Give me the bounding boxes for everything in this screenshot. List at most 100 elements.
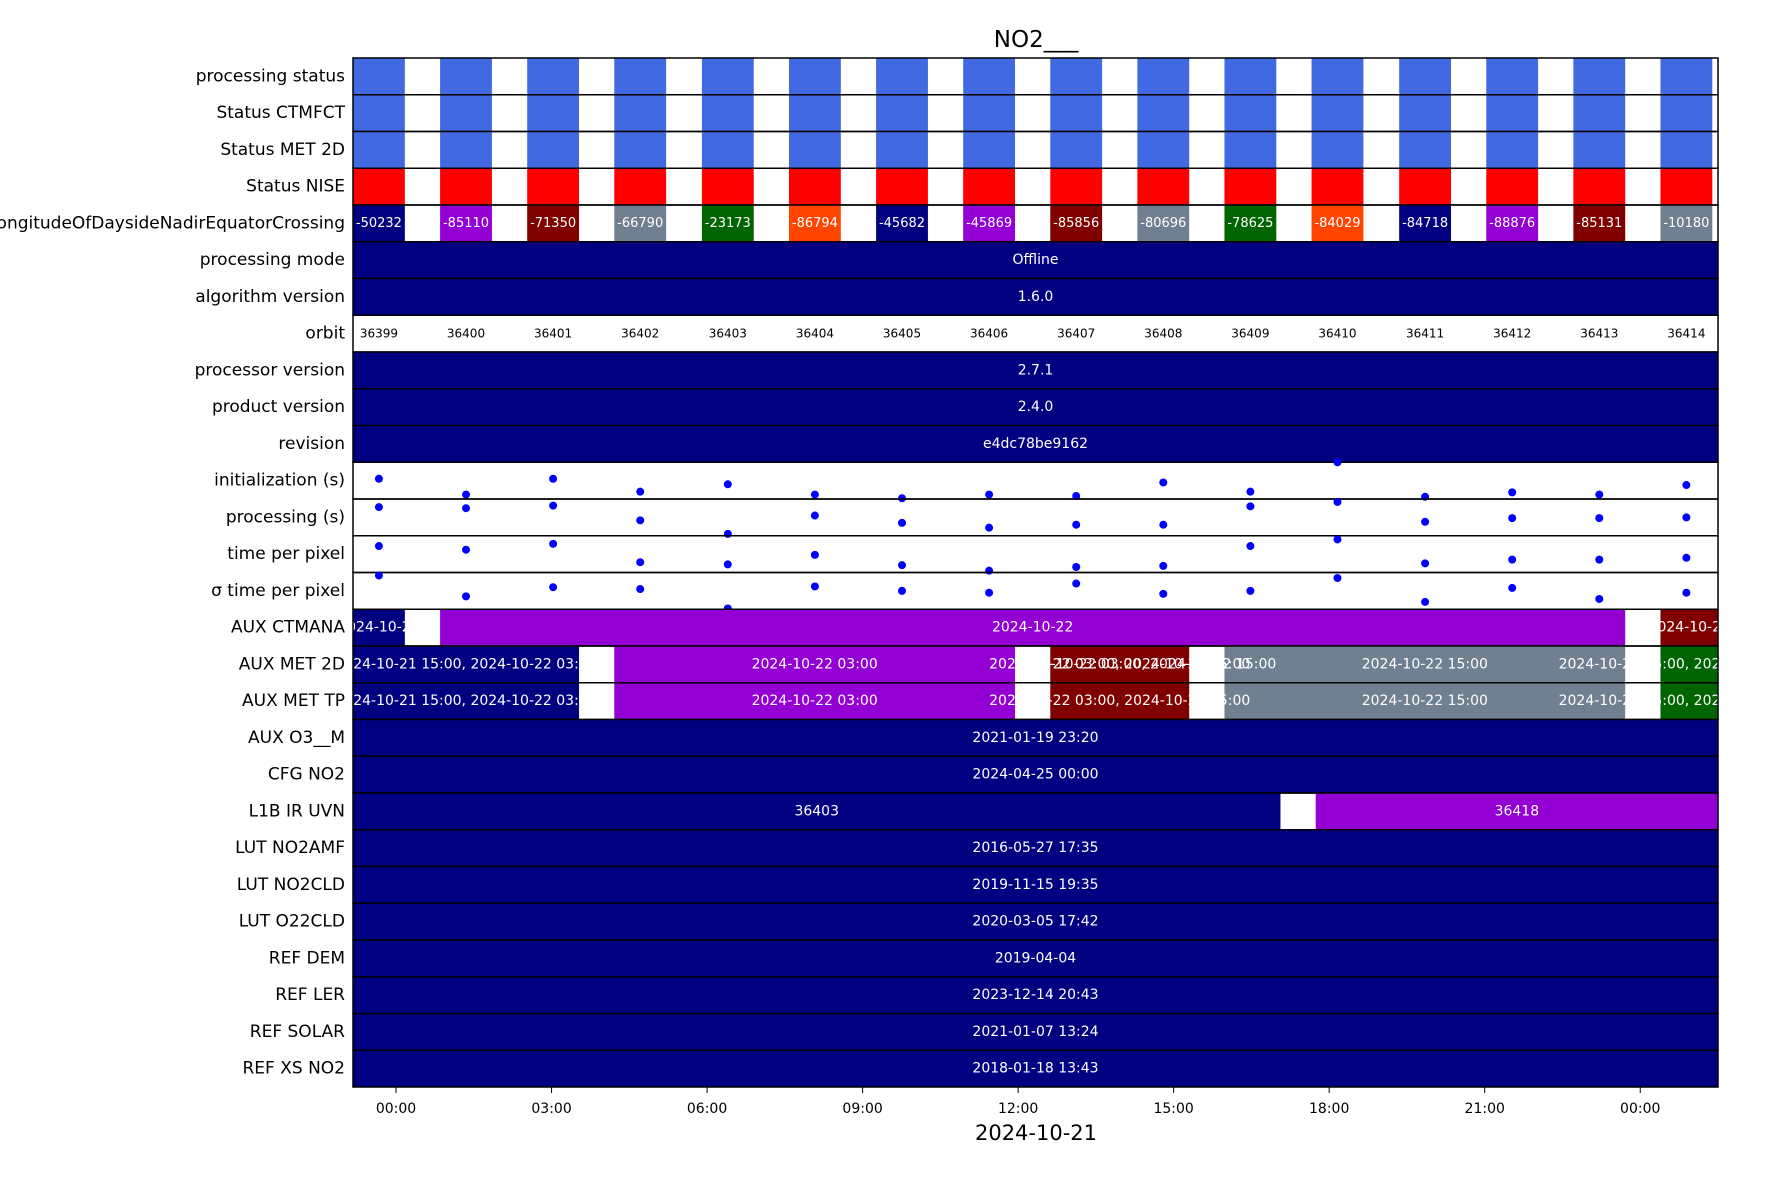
value-label: e4dc78be9162 (983, 436, 1088, 452)
scatter-point (1421, 597, 1430, 606)
orbit-bar (1137, 58, 1190, 95)
scatter-point (810, 490, 819, 499)
segment-label: 2024-10-22 15:00, 2024-10-23 03:00 (1559, 693, 1771, 709)
orbit-bar (1050, 94, 1103, 132)
row-label: orbit (305, 324, 345, 344)
orbit-bar (1486, 131, 1539, 169)
orbit-number-label: 36407 (1057, 327, 1095, 341)
scatter-point (898, 586, 907, 595)
scatter-point (636, 487, 645, 496)
scatter-point (549, 501, 558, 510)
orbit-bar (440, 205, 492, 242)
orbit-bar (614, 58, 667, 95)
scatter-point (462, 545, 471, 554)
x-tick-label: 00:00 (1620, 1101, 1660, 1117)
orbit-bar (440, 168, 492, 205)
orbit-bar (963, 94, 1016, 132)
orbit-bar (1573, 94, 1626, 132)
row-content: 36399 36400 36401 36402 36403 36404 36405 36406… (360, 327, 1706, 341)
row-revision: revision e4dc78be9162 (278, 424, 1719, 463)
scatter-point (723, 560, 732, 569)
segment-bar (353, 646, 580, 683)
segment-bar (614, 646, 1016, 683)
orbit-bar (788, 58, 841, 95)
orbit-bar (876, 131, 928, 169)
scatter-point (549, 539, 558, 548)
scatter-point (1159, 478, 1168, 487)
scatter-point (462, 490, 471, 499)
row-label: processing mode (200, 250, 345, 270)
orbit-bar (1573, 58, 1626, 95)
row-content (353, 94, 1713, 132)
orbit-bar (1050, 131, 1103, 169)
orbit-bar (1399, 168, 1452, 205)
scatter-point (723, 480, 732, 489)
segment-bar (1224, 682, 1626, 720)
scatter-point (1682, 588, 1691, 597)
row-processing-status: processing status (196, 57, 1719, 96)
segment-bar (1050, 646, 1190, 683)
orbit-bar (788, 94, 841, 132)
scatter-point (810, 550, 819, 559)
orbit-bar (440, 94, 492, 132)
row-time-per-pixel: time per pixel (227, 535, 1719, 574)
row-ref-solar: REF SOLAR 2021-01-07 13:24 (250, 1012, 1719, 1051)
row-content: 2023-12-14 20:43 (353, 976, 1718, 1014)
row-label: Status MET 2D (220, 140, 345, 160)
row-label: L1B IR UVN (249, 801, 345, 821)
row-content: 2021-01-07 13:24 (353, 1013, 1718, 1051)
value-label: 2020-03-05 17:42 (972, 914, 1098, 930)
row-label: processing (s) (226, 507, 345, 527)
scatter-point (549, 583, 558, 592)
orbit-bar (1660, 168, 1713, 205)
x-tick-label: 06:00 (687, 1101, 727, 1117)
scatter-point (1246, 487, 1255, 496)
scatter-point (1333, 458, 1342, 467)
segment-bar (1660, 646, 1718, 683)
segment-label: 2024-10-22 15:00 (1362, 656, 1488, 672)
value-label: 2023-12-14 20:43 (972, 987, 1098, 1003)
x-tick-label: 09:00 (842, 1101, 882, 1117)
row-label: LUT NO2CLD (237, 875, 345, 895)
scatter-point (1508, 555, 1517, 564)
orbit-bar (701, 168, 754, 205)
segment-bar (353, 609, 405, 646)
row-content: 2024-10-21 15:00, 2024-10-22 03:00 2024-1… (353, 682, 1771, 720)
orbit-number-label: 36408 (1144, 327, 1182, 341)
scatter-point (1508, 583, 1517, 592)
orbit-value-label: -85856 (1053, 216, 1099, 231)
orbit-bar (1224, 58, 1277, 95)
row-label: initialization (s) (214, 471, 345, 491)
scatter-point (898, 518, 907, 527)
row-content: 36403 36418 (353, 793, 1718, 830)
row-label: CFG NO2 (268, 765, 345, 785)
row-content: 2024-10-21 15:00, 2024-10-22 03:00 2024-1… (353, 646, 1718, 683)
segment-bar (614, 682, 1016, 720)
row-label: Status NISE (246, 177, 345, 197)
row-lut-no2amf: LUT NO2AMF 2016-05-27 17:35 (235, 829, 1719, 868)
scatter-point (1595, 555, 1604, 564)
segment-bar (1224, 646, 1626, 683)
row-label: AUX MET 2D (239, 654, 345, 674)
row-label: REF SOLAR (250, 1022, 345, 1042)
orbit-number-label: 36413 (1580, 327, 1618, 341)
row-label: processor version (195, 360, 345, 380)
scatter-point (1246, 586, 1255, 595)
row-product-version: product version 2.4.0 (212, 388, 1719, 427)
orbit-value-label: -85110 (443, 216, 489, 231)
row-label: REF DEM (269, 948, 345, 968)
row-processor-version: processor version 2.7.1 (195, 351, 1719, 390)
value-bar (353, 940, 1718, 977)
x-tick-label: 12:00 (998, 1101, 1038, 1117)
value-label: 2021-01-19 23:20 (972, 730, 1098, 746)
orbit-bar (1224, 168, 1277, 205)
scatter-point (1159, 589, 1168, 598)
row-label: time per pixel (227, 544, 345, 564)
orbit-bar (1137, 168, 1190, 205)
row-content: 2.7.1 (353, 352, 1718, 389)
orbit-bar (1399, 205, 1452, 242)
scatter-point (1072, 492, 1081, 501)
orbit-bar (1311, 131, 1364, 169)
segment-label: 2024-10-22 03:00 (752, 693, 878, 709)
x-tick-label: 00:00 (376, 1101, 416, 1117)
